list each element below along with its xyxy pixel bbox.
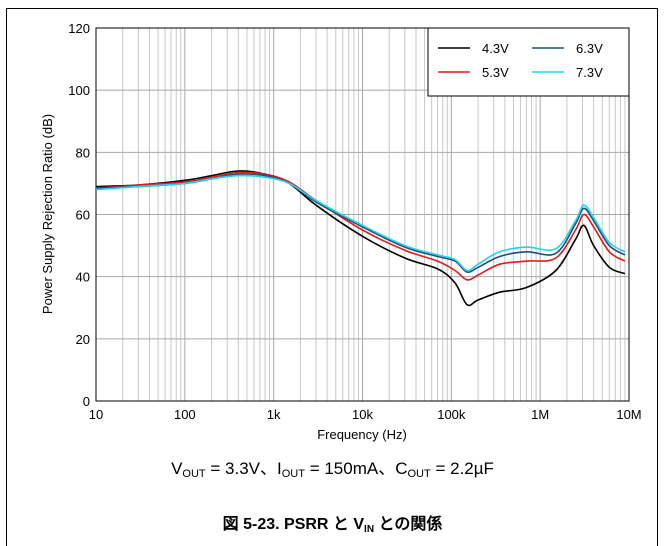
legend-box — [427, 27, 630, 97]
caption-subscript: IN — [364, 524, 375, 535]
x-tick-label: 100k — [437, 407, 466, 422]
caption-prefix: 図 5-23. PSRR と V — [222, 516, 365, 533]
cout-subscript: OUT — [407, 468, 431, 480]
series-line-4.3V — [95, 170, 626, 307]
x-tick-label: 10M — [616, 407, 641, 422]
grid — [96, 28, 629, 401]
frame-right-border — [657, 8, 658, 546]
series-lines — [95, 170, 626, 307]
iout-symbol: I — [277, 459, 282, 478]
y-tick-label: 120 — [68, 21, 90, 36]
legend-label-4.3V: 4.3V — [482, 41, 509, 56]
legend: 4.3V 5.3V 6.3V 7.3V — [427, 27, 630, 97]
y-tick-label: 20 — [76, 332, 90, 347]
vout-subscript: OUT — [182, 468, 206, 480]
cout-value: = 2.2µF — [430, 459, 494, 478]
y-tick-labels: 0 20 40 60 80 100 120 — [68, 21, 90, 409]
test-conditions: VOUT = 3.3V、IOUT = 150mA、COUT = 2.2µF — [0, 454, 665, 480]
series-line-6.3V — [95, 173, 626, 273]
figure-caption: 図 5-23. PSRR と VIN との関係 — [0, 510, 665, 535]
legend-label-5.3V: 5.3V — [482, 65, 509, 80]
y-tick-label: 80 — [76, 145, 90, 160]
frame-top-border — [6, 8, 657, 9]
series-line-7.3V — [95, 174, 626, 272]
x-tick-label: 10 — [89, 407, 103, 422]
y-axis-label: Power Supply Rejection Ratio (dB) — [40, 114, 55, 314]
legend-label-7.3V: 7.3V — [576, 65, 603, 80]
iout-subscript: OUT — [281, 468, 305, 480]
y-tick-label: 0 — [83, 394, 90, 409]
y-tick-label: 100 — [68, 83, 90, 98]
x-tick-label: 1k — [267, 407, 281, 422]
series-line-5.3V — [95, 171, 626, 281]
iout-value: = 150mA、 — [304, 459, 396, 478]
frame-left-border — [6, 8, 7, 546]
x-axis-label: Frequency (Hz) — [317, 427, 407, 442]
caption-suffix: との関係 — [374, 516, 443, 533]
x-tick-label: 1M — [531, 407, 549, 422]
x-tick-labels: 10 100 1k 10k 100k 1M 10M — [89, 407, 642, 422]
x-tick-label: 10k — [352, 407, 373, 422]
x-tick-label: 100 — [174, 407, 196, 422]
psrr-chart: 10 100 1k 10k 100k 1M 10M 0 20 40 60 80 100 120 Freq… — [40, 21, 642, 442]
y-tick-label: 60 — [76, 208, 90, 223]
vout-symbol: V — [171, 459, 183, 478]
plot-area-border — [95, 27, 630, 402]
vout-value: = 3.3V、 — [205, 459, 277, 478]
y-tick-label: 40 — [76, 270, 90, 285]
cout-symbol: C — [395, 459, 408, 478]
legend-label-6.3V: 6.3V — [576, 41, 603, 56]
